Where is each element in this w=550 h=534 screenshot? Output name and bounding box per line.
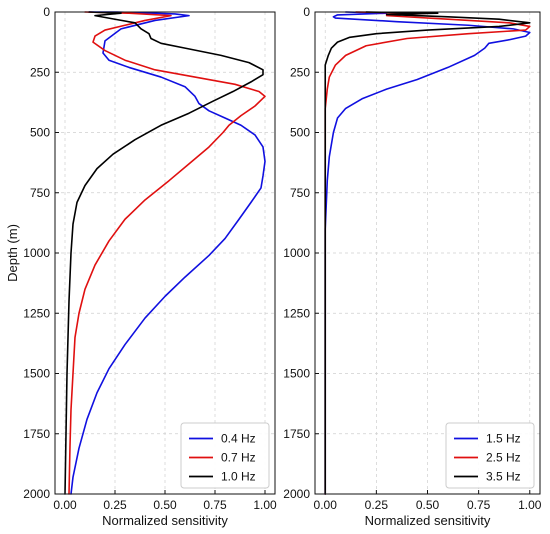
y-tick-label: 0 xyxy=(43,5,50,19)
x-tick-label: 0.50 xyxy=(416,498,440,512)
y-tick-label: 1500 xyxy=(283,367,310,381)
x-tick-label: 1.00 xyxy=(253,498,277,512)
x-tick-label: 0.00 xyxy=(53,498,77,512)
x-axis-label: Normalized sensitivity xyxy=(102,513,228,528)
y-tick-label: 1750 xyxy=(23,427,50,441)
legend-label: 0.4 Hz xyxy=(221,432,256,446)
y-tick-label: 2000 xyxy=(283,487,310,501)
y-tick-label: 750 xyxy=(290,186,310,200)
y-tick-label: 1250 xyxy=(23,306,50,320)
y-tick-label: 500 xyxy=(290,126,310,140)
x-tick-label: 0.50 xyxy=(153,498,177,512)
y-tick-label: 1000 xyxy=(283,246,310,260)
y-tick-label: 1500 xyxy=(23,367,50,381)
legend: 0.4 Hz 0.7 Hz 1.0 Hz xyxy=(180,422,270,489)
y-axis-label: Depth (m) xyxy=(5,224,20,282)
series-line-0-4-hz xyxy=(70,11,266,495)
legend-label: 3.5 Hz xyxy=(486,470,521,484)
right-panel: 0.00 0.25 0.50 0.75 1.00 0 250 500 750 1000 1250 15… xyxy=(283,5,541,528)
x-tick-label: 0.75 xyxy=(203,498,227,512)
legend: 1.5 Hz 2.5 Hz 3.5 Hz xyxy=(445,422,535,489)
y-tick-label: 1750 xyxy=(283,427,310,441)
x-tick-label: 0.75 xyxy=(467,498,491,512)
legend-label: 1.0 Hz xyxy=(221,470,256,484)
y-tick-label: 250 xyxy=(30,65,50,79)
x-tick-label: 1.00 xyxy=(518,498,542,512)
series-line-3-5-hz xyxy=(324,11,531,495)
series-line-0-7-hz xyxy=(68,11,266,495)
x-tick-label: 0.25 xyxy=(103,498,127,512)
y-tick-label: 500 xyxy=(30,126,50,140)
y-tick-label: 250 xyxy=(290,65,310,79)
y-tick-label: 750 xyxy=(30,186,50,200)
y-tick-label: 0 xyxy=(303,5,310,19)
x-tick-label: 0.00 xyxy=(314,498,338,512)
legend-label: 0.7 Hz xyxy=(221,451,256,465)
legend-label: 2.5 Hz xyxy=(486,451,521,465)
series-line-1-5-hz xyxy=(324,11,531,495)
x-tick-label: 0.25 xyxy=(365,498,389,512)
series-line-1-0-hz xyxy=(64,11,264,495)
left-panel: 0.00 0.25 0.50 0.75 1.00 0 250 500 750 1000 1250 15… xyxy=(5,5,277,528)
y-tick-label: 1000 xyxy=(23,246,50,260)
series-line-2-5-hz xyxy=(324,11,531,495)
y-tick-label: 1250 xyxy=(283,306,310,320)
y-tick-label: 2000 xyxy=(23,487,50,501)
legend-label: 1.5 Hz xyxy=(486,432,521,446)
x-axis-label: Normalized sensitivity xyxy=(365,513,491,528)
